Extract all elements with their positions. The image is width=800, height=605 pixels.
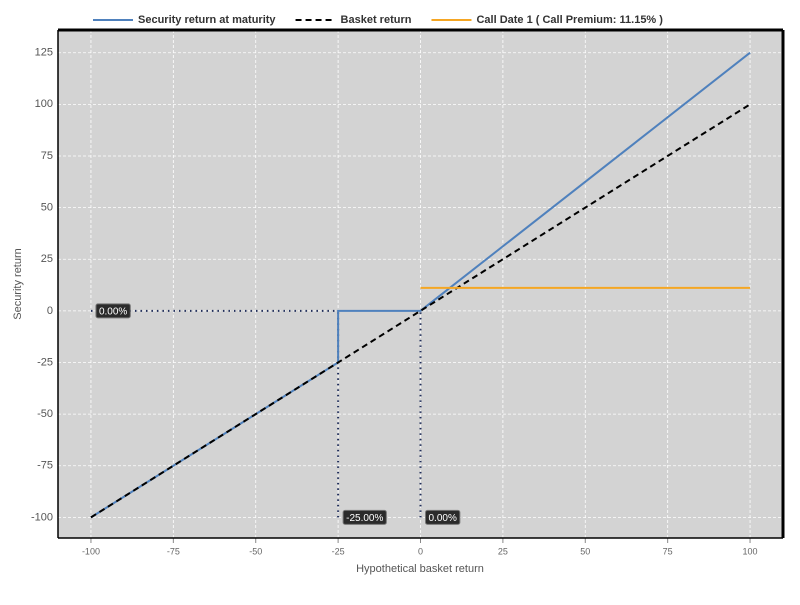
x-tick-label: -25 — [332, 546, 345, 556]
y-tick-label: 0 — [47, 305, 53, 317]
annotation-label: -25.00% — [346, 513, 383, 524]
x-tick-label: 50 — [580, 546, 590, 556]
legend-label: Basket return — [341, 14, 412, 26]
plot-background — [58, 30, 783, 538]
x-tick-label: 0 — [418, 546, 423, 556]
annotation: -25.00% — [342, 509, 387, 525]
annotation: 0.00% — [425, 509, 461, 525]
y-tick-label: -100 — [31, 511, 53, 523]
x-tick-label: -100 — [82, 546, 100, 556]
y-tick-label: 125 — [35, 47, 53, 59]
x-tick-label: 25 — [498, 546, 508, 556]
x-axis-label: Hypothetical basket return — [356, 563, 484, 575]
y-tick-label: -50 — [37, 408, 53, 420]
annotation-box — [342, 509, 387, 525]
annotation: 0.00% — [95, 303, 131, 319]
legend-label: Security return at maturity — [138, 14, 276, 26]
x-tick-label: -50 — [249, 546, 262, 556]
y-axis-label: Security return — [12, 248, 24, 320]
x-tick-label: -75 — [167, 546, 180, 556]
x-tick-label: 100 — [743, 546, 758, 556]
annotation-box — [95, 303, 131, 319]
y-tick-label: 25 — [41, 253, 53, 265]
y-tick-label: -25 — [37, 356, 53, 368]
annotation-label: 0.00% — [429, 513, 457, 524]
y-tick-label: 75 — [41, 150, 53, 162]
y-tick-label: 50 — [41, 201, 53, 213]
annotation-box — [425, 509, 461, 525]
x-tick-label: 75 — [663, 546, 673, 556]
y-tick-label: 100 — [35, 98, 53, 110]
annotation-label: 0.00% — [99, 306, 127, 317]
y-tick-label: -75 — [37, 460, 53, 472]
legend-label: Call Date 1 ( Call Premium: 11.15% ) — [476, 14, 663, 26]
